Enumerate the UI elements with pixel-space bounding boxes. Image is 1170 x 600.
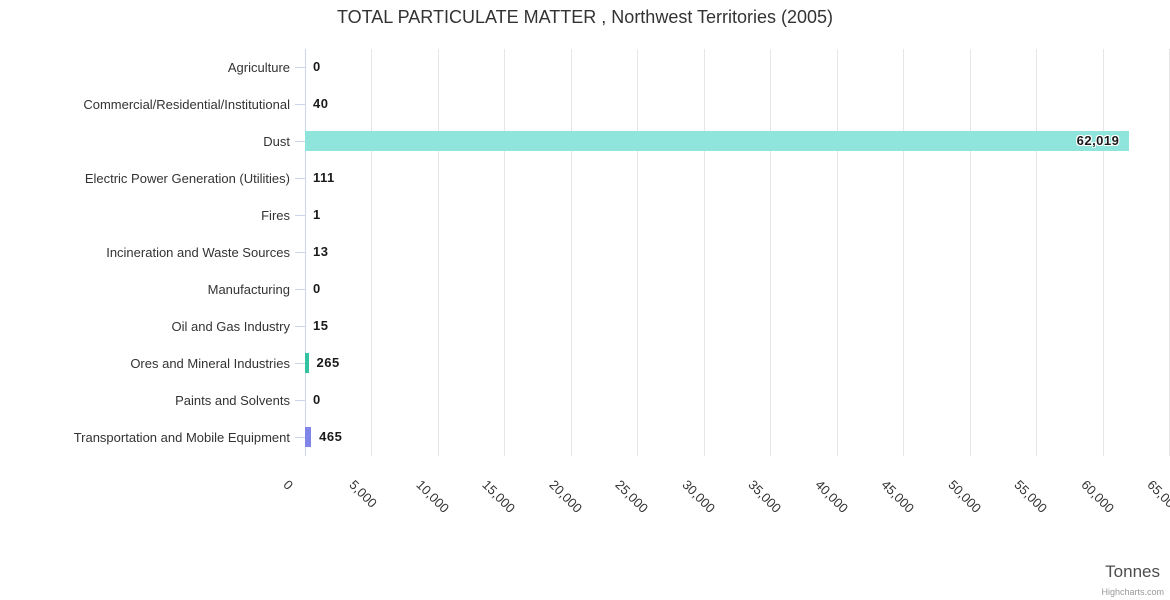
x-axis-tick-label: 45,000 (878, 476, 918, 516)
category-axis-label: Ores and Mineral Industries (130, 355, 290, 371)
x-gridline (703, 48, 705, 456)
bar-transportation-and-mobile-equipment[interactable] (305, 427, 312, 447)
category-axis-line (305, 48, 306, 456)
category-axis-tick (295, 252, 305, 253)
x-gridline (504, 48, 506, 456)
x-gridline (836, 48, 838, 456)
x-gridline (371, 48, 373, 456)
x-axis-tick-label: 25,000 (612, 476, 652, 516)
x-gridline (1102, 48, 1104, 456)
x-axis-tick-label: 5,000 (346, 476, 381, 511)
x-axis-tick-label: 10,000 (413, 476, 453, 516)
x-axis-tick-label: 50,000 (945, 476, 984, 516)
x-gridline (637, 48, 639, 456)
category-axis-label: Agriculture (227, 59, 290, 75)
x-gridline (770, 48, 772, 456)
bar-ores-and-mineral-industries[interactable] (305, 353, 309, 373)
x-axis-tick-label: 0 (280, 476, 297, 493)
x-axis-tick-label: 40,000 (812, 476, 851, 516)
data-label: 0 (313, 392, 321, 407)
data-label: 111 (313, 170, 335, 185)
data-label: 13 (313, 244, 329, 259)
category-axis-label: Oil and Gas Industry (171, 318, 291, 334)
category-axis-tick (295, 363, 305, 364)
x-axis-tick-label: 60,000 (1077, 476, 1117, 516)
category-axis-label: Commercial/Residential/Institutional (83, 96, 290, 112)
category-axis-label: Incineration and Waste Sources (106, 244, 290, 260)
x-gridline (969, 48, 971, 456)
category-axis-label: Manufacturing (207, 281, 290, 297)
x-gridline (903, 48, 905, 456)
category-axis-tick (295, 437, 305, 438)
category-axis-label: Electric Power Generation (Utilities) (84, 170, 290, 186)
data-label: 265 (316, 355, 340, 370)
bar-dust[interactable] (305, 131, 1130, 151)
category-axis-tick (295, 104, 305, 105)
category-axis-tick (295, 215, 305, 216)
category-axis-tick (295, 178, 305, 179)
x-gridline (570, 48, 572, 456)
data-label: 62,019 (1076, 133, 1120, 148)
category-axis-label: Paints and Solvents (175, 392, 290, 408)
category-axis-label: Fires (261, 207, 290, 223)
x-axis-tick-label: 15,000 (479, 476, 519, 516)
x-axis-tick-label: 20,000 (546, 476, 585, 516)
category-axis-tick (295, 289, 305, 290)
category-axis-label: Dust (263, 133, 290, 149)
x-axis-tick-label: 55,000 (1011, 476, 1051, 516)
chart-title: TOTAL PARTICULATE MATTER , Northwest Ter… (336, 7, 834, 27)
category-axis-tick (295, 141, 305, 142)
data-label: 40 (313, 96, 329, 111)
category-axis-label: Transportation and Mobile Equipment (73, 429, 290, 445)
x-axis-title: Tonnes (1105, 562, 1160, 581)
data-label: 0 (313, 59, 321, 74)
category-axis-tick (295, 400, 305, 401)
category-axis-tick (295, 67, 305, 68)
x-axis-tick-label: 35,000 (745, 476, 785, 516)
x-gridline (437, 48, 439, 456)
data-label: 15 (313, 318, 329, 333)
highcharts-credit[interactable]: Highcharts.com (1101, 587, 1164, 597)
x-axis-tick-label: 65,000 (1144, 476, 1170, 516)
x-gridline (1036, 48, 1038, 456)
data-label: 465 (319, 429, 343, 444)
category-axis-tick (295, 326, 305, 327)
data-label: 0 (313, 281, 321, 296)
data-label: 1 (313, 207, 321, 222)
x-axis-tick-label: 30,000 (679, 476, 718, 516)
